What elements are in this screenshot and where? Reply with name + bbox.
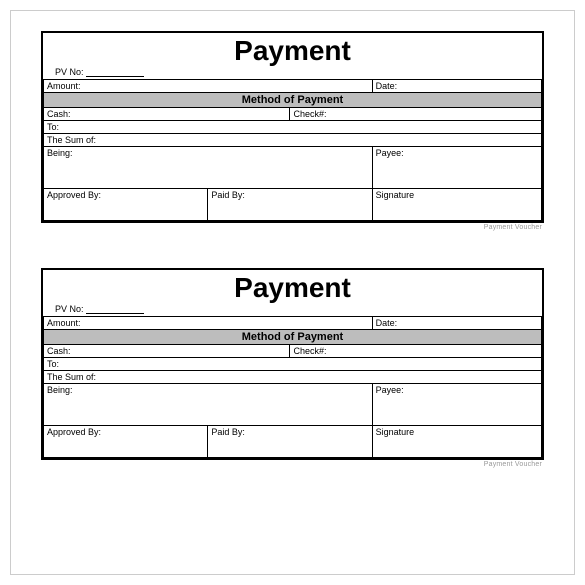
cash-cell: Cash:	[44, 345, 290, 358]
pv-no-blank	[86, 76, 144, 77]
sum-cell: The Sum of:	[44, 134, 542, 147]
date-cell: Date:	[372, 80, 541, 93]
voucher-title: Payment	[43, 33, 542, 67]
pv-no-row: PV No:	[43, 304, 542, 316]
payment-voucher: Payment PV No: Amount: Date: Method of P…	[41, 31, 544, 223]
amount-cell: Amount:	[44, 80, 373, 93]
pv-no-blank	[86, 313, 144, 314]
method-header: Method of Payment	[44, 93, 542, 108]
pv-no-row: PV No:	[43, 67, 542, 79]
payee-cell: Payee:	[372, 384, 541, 426]
check-cell: Check#:	[290, 345, 542, 358]
voucher-table: Amount: Date: Method of Payment Cash: Ch…	[43, 316, 542, 458]
payee-cell: Payee:	[372, 147, 541, 189]
sum-cell: The Sum of:	[44, 371, 542, 384]
approved-cell: Approved By:	[44, 426, 208, 458]
date-cell: Date:	[372, 317, 541, 330]
voucher-footer: Payment Voucher	[484, 461, 542, 468]
approved-cell: Approved By:	[44, 189, 208, 221]
paid-cell: Paid By:	[208, 189, 372, 221]
voucher-table: Amount: Date: Method of Payment Cash: Ch…	[43, 79, 542, 221]
method-header: Method of Payment	[44, 330, 542, 345]
amount-cell: Amount:	[44, 317, 373, 330]
to-cell: To:	[44, 358, 542, 371]
cash-cell: Cash:	[44, 108, 290, 121]
pv-no-label: PV No:	[55, 67, 84, 77]
signature-cell: Signature	[372, 189, 541, 221]
check-cell: Check#:	[290, 108, 542, 121]
voucher-footer: Payment Voucher	[484, 224, 542, 231]
pv-no-label: PV No:	[55, 304, 84, 314]
to-cell: To:	[44, 121, 542, 134]
being-cell: Being:	[44, 384, 373, 426]
signature-cell: Signature	[372, 426, 541, 458]
payment-voucher: Payment PV No: Amount: Date: Method of P…	[41, 268, 544, 460]
voucher-title: Payment	[43, 270, 542, 304]
document-page: Payment PV No: Amount: Date: Method of P…	[10, 10, 575, 575]
being-cell: Being:	[44, 147, 373, 189]
paid-cell: Paid By:	[208, 426, 372, 458]
